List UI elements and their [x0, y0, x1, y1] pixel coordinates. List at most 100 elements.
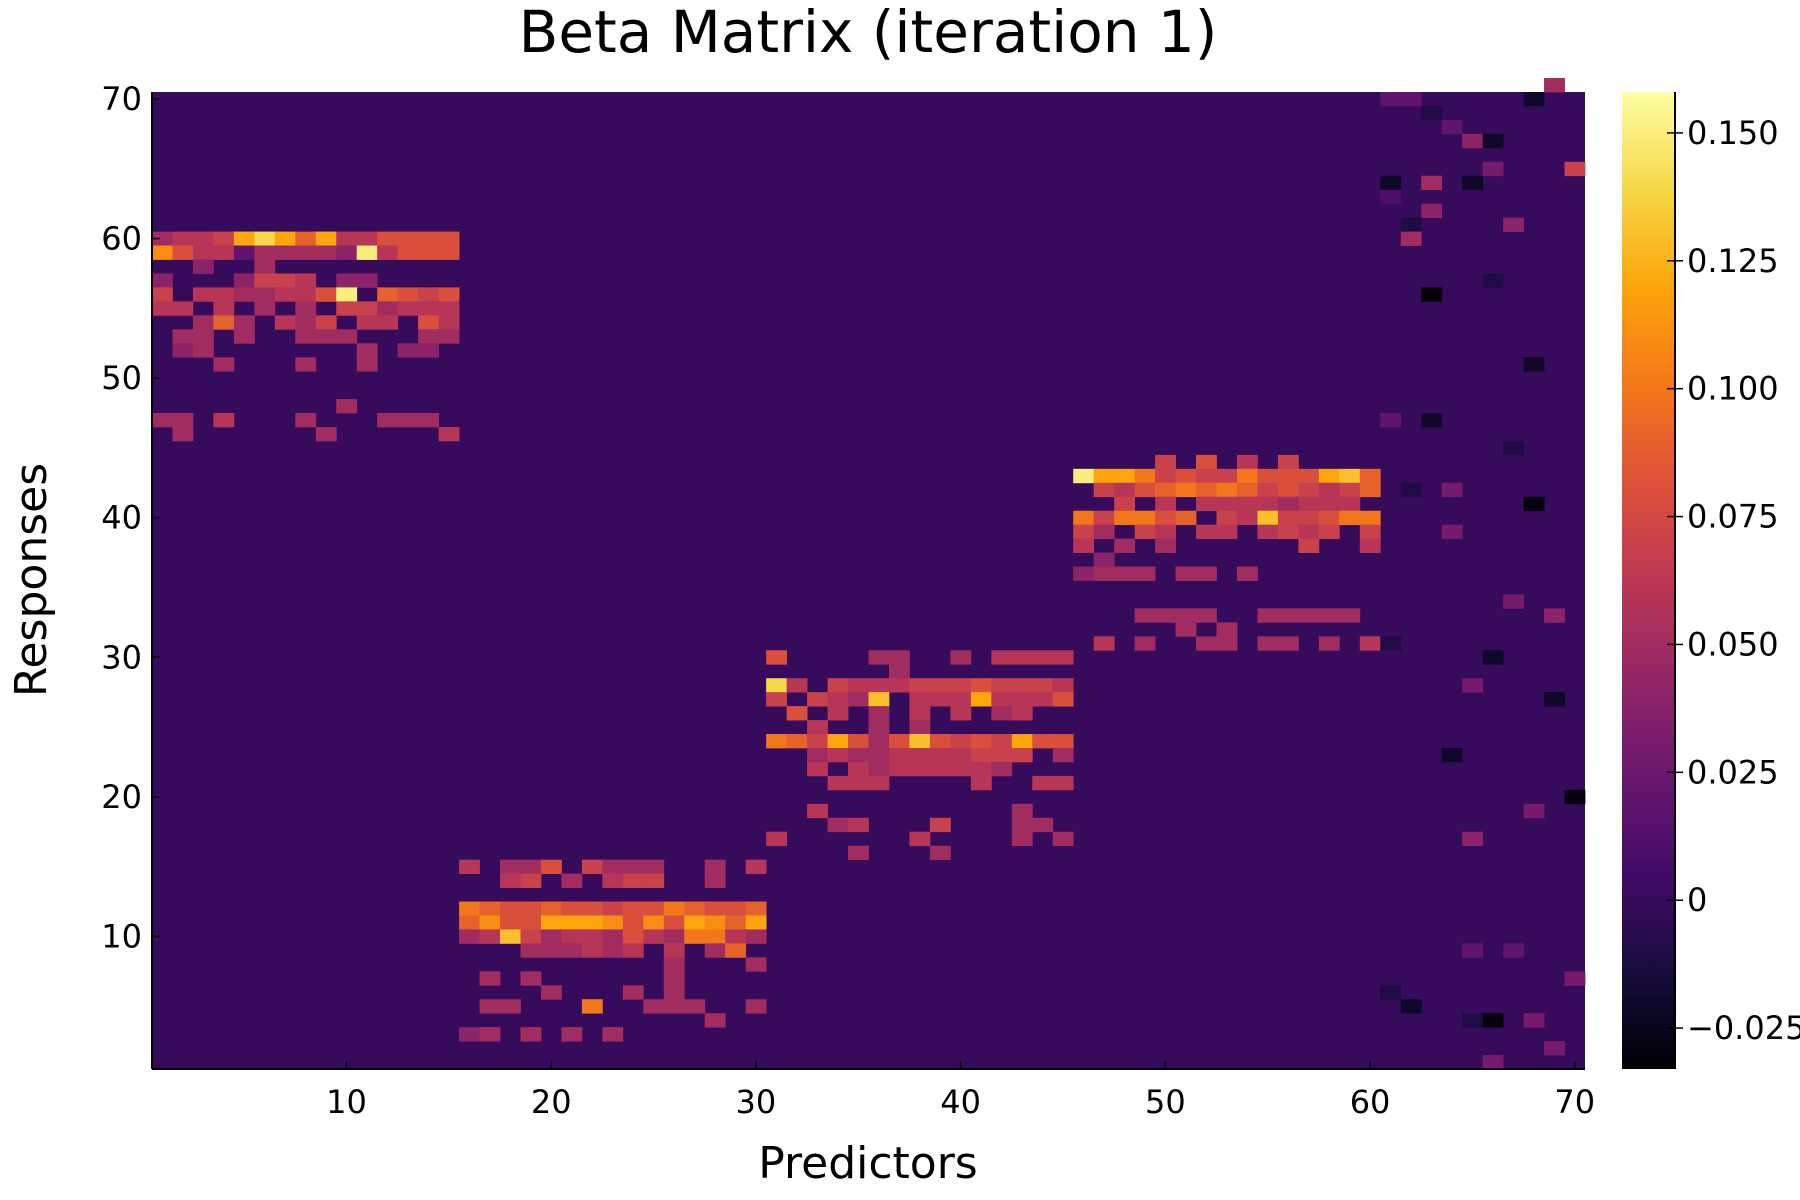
- heatmap-cell: [1318, 524, 1340, 540]
- colorbar-tick-label: 0.050: [1687, 625, 1779, 663]
- heatmap-cell: [233, 231, 255, 246]
- heatmap-cell: [1523, 92, 1545, 107]
- heatmap-cell: [418, 413, 439, 428]
- heatmap-cell: [704, 915, 726, 930]
- heatmap-cell: [745, 929, 767, 944]
- heatmap-cell: [356, 273, 378, 288]
- heatmap-cell: [1339, 468, 1361, 484]
- heatmap-cell: [663, 957, 685, 972]
- heatmap-cell: [1482, 650, 1504, 665]
- heatmap-cell: [1011, 678, 1033, 693]
- heatmap-cell: [766, 678, 788, 693]
- heatmap-cell: [684, 901, 706, 916]
- heatmap-cell: [1277, 468, 1299, 484]
- heatmap-cell: [1093, 566, 1115, 581]
- y-tick-label: 70: [101, 80, 142, 118]
- heatmap-cell: [827, 706, 849, 721]
- heatmap-cell: [377, 413, 399, 428]
- heatmap-cell: [786, 734, 808, 749]
- heatmap-cell: [254, 301, 276, 316]
- heatmap-cell: [1257, 482, 1279, 498]
- heatmap-cell: [1093, 552, 1115, 567]
- heatmap-cell: [438, 231, 460, 246]
- heatmap-cell: [725, 929, 747, 944]
- heatmap-cell: [868, 692, 890, 707]
- heatmap-cell: [909, 678, 931, 693]
- heatmap-cell: [848, 845, 869, 861]
- heatmap-cell: [336, 273, 358, 288]
- heatmap-cell: [315, 245, 337, 260]
- heatmap-cell: [725, 901, 747, 916]
- heatmap-cell: [807, 734, 828, 749]
- y-tick-label: 30: [101, 638, 142, 676]
- heatmap-cell: [1216, 510, 1238, 526]
- heatmap-cell: [1175, 566, 1197, 581]
- heatmap-cell: [336, 231, 358, 246]
- heatmap-cell: [827, 692, 849, 707]
- heatmap-cell: [1052, 831, 1074, 847]
- heatmap-cell: [950, 706, 972, 721]
- x-tick-label: 60: [1350, 1083, 1391, 1121]
- plot-axes: 10 20 30 40 50 60 70 10 20 30 40 50 60 70: [101, 80, 1595, 1121]
- heatmap-cell: [827, 734, 849, 749]
- heatmap-cell: [1339, 510, 1361, 526]
- heatmap-cell: [459, 1027, 480, 1042]
- heatmap-cell: [254, 259, 276, 274]
- colorbar-tick-label: −0.025: [1687, 1009, 1800, 1047]
- heatmap-cell: [848, 775, 869, 791]
- heatmap-cell: [807, 692, 828, 707]
- heatmap-cell: [888, 678, 910, 693]
- heatmap-cell: [397, 231, 419, 246]
- heatmap-cell: [192, 343, 214, 358]
- heatmap-cell: [1339, 608, 1361, 623]
- heatmap-cell: [1155, 524, 1176, 540]
- heatmap-cell: [397, 413, 419, 428]
- heatmap-cell: [295, 231, 317, 246]
- heatmap-cell: [1052, 775, 1074, 791]
- heatmap-cell: [1277, 482, 1299, 498]
- heatmap-cell: [192, 259, 214, 274]
- heatmap-cell: [888, 761, 910, 777]
- heatmap-cell: [438, 315, 460, 330]
- heatmap-cell: [1175, 468, 1197, 484]
- heatmap-cell: [152, 273, 173, 288]
- heatmap-cell: [1400, 999, 1422, 1014]
- heatmap-cell: [950, 747, 972, 763]
- y-tick-label: 20: [101, 778, 142, 816]
- heatmap-cell: [1564, 971, 1586, 986]
- heatmap-cell: [540, 929, 562, 944]
- heatmap-cell: [152, 231, 173, 246]
- heatmap-cell: [1134, 566, 1156, 581]
- heatmap-cell: [1503, 943, 1524, 958]
- heatmap-cell: [1380, 175, 1402, 191]
- heatmap-cell: [213, 231, 235, 246]
- heatmap-cell: [848, 734, 869, 749]
- x-tick-label: 70: [1554, 1083, 1595, 1121]
- heatmap-cell: [643, 873, 665, 888]
- heatmap-cell: [1155, 608, 1176, 623]
- heatmap-cell: [602, 859, 624, 874]
- heatmap-cell: [786, 678, 808, 693]
- heatmap-cell: [377, 287, 399, 302]
- heatmap-cell: [663, 943, 685, 958]
- heatmap-cell: [1523, 357, 1545, 372]
- heatmap-cell: [295, 329, 317, 344]
- heatmap-cell: [1544, 608, 1565, 623]
- heatmap-cell: [581, 929, 603, 944]
- heatmap-cell: [1073, 538, 1095, 553]
- heatmap-cell: [602, 873, 624, 888]
- heatmap-cell: [561, 943, 583, 958]
- heatmap-cell: [1462, 678, 1484, 693]
- heatmap-cell: [1073, 468, 1095, 484]
- heatmap-cell: [970, 692, 992, 707]
- heatmap-cell: [377, 245, 399, 260]
- heatmap-cell: [602, 1027, 624, 1042]
- heatmap-cell: [581, 999, 603, 1014]
- heatmap-cell: [929, 734, 951, 749]
- heatmap-cell: [704, 859, 726, 874]
- heatmap-cell: [1216, 496, 1238, 512]
- heatmap-cell: [459, 929, 480, 944]
- heatmap-cell: [1380, 636, 1402, 651]
- heatmap-cell: [1339, 482, 1361, 498]
